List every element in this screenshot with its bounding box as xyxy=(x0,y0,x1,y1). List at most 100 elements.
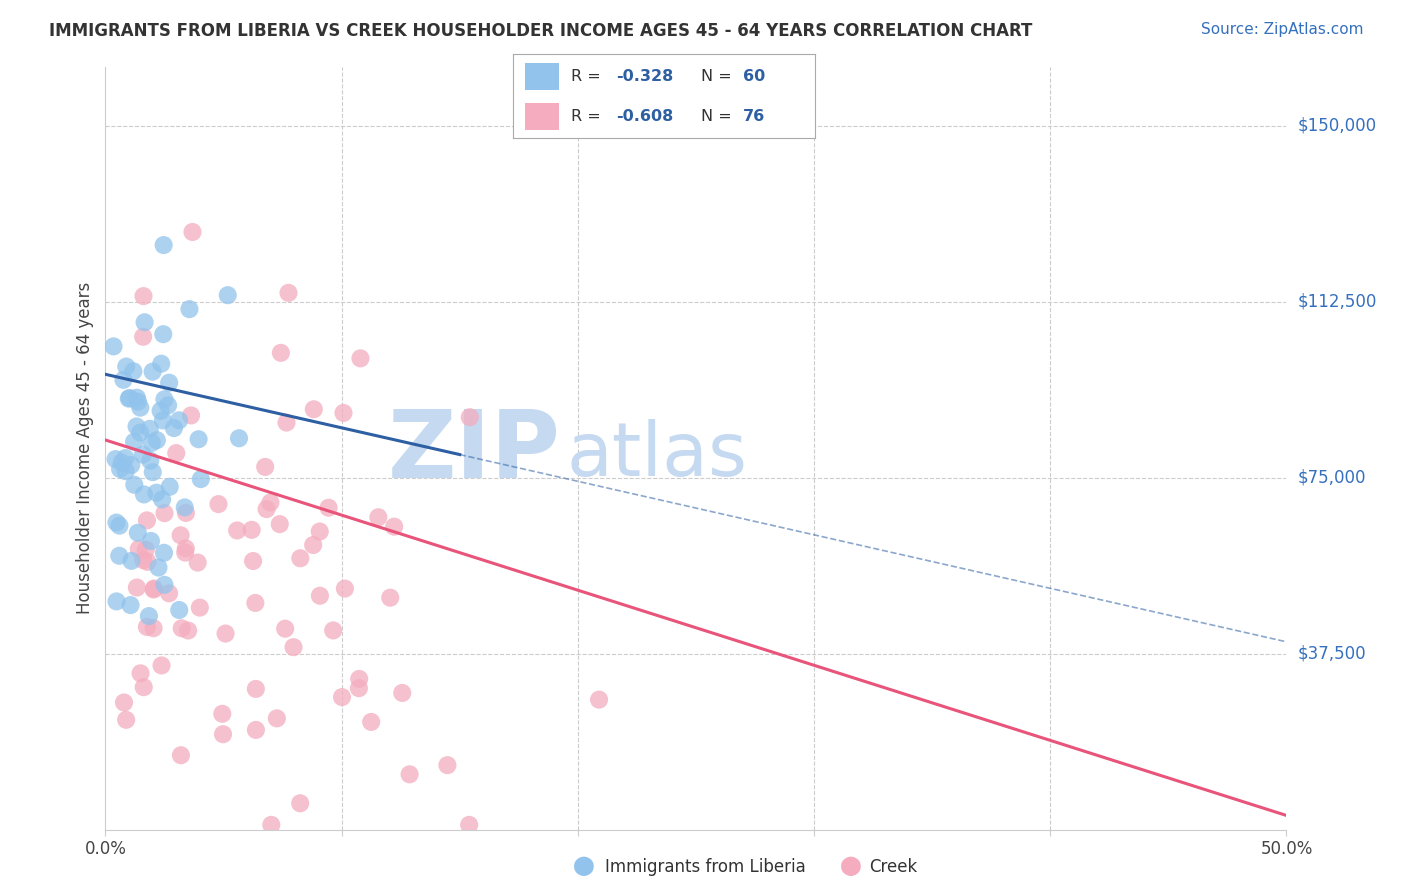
Point xyxy=(141,435,163,450)
Point xyxy=(163,421,186,435)
Point xyxy=(143,582,166,596)
Point xyxy=(174,506,197,520)
Bar xyxy=(526,62,558,90)
Point xyxy=(274,622,297,636)
Point xyxy=(170,748,193,763)
Point xyxy=(150,357,173,371)
Point xyxy=(112,696,135,710)
Point xyxy=(157,586,180,600)
Text: N =: N = xyxy=(700,69,737,84)
Point xyxy=(159,480,181,494)
Point xyxy=(124,477,146,491)
Point xyxy=(188,600,211,615)
Point xyxy=(132,448,155,462)
Point xyxy=(190,472,212,486)
Point xyxy=(136,513,159,527)
Point xyxy=(214,626,236,640)
Point xyxy=(302,402,325,417)
Point xyxy=(148,560,170,574)
Point xyxy=(120,458,142,472)
Text: Source: ZipAtlas.com: Source: ZipAtlas.com xyxy=(1201,22,1364,37)
Point xyxy=(127,525,149,540)
Point xyxy=(217,288,239,302)
Point xyxy=(120,554,142,568)
Text: N =: N = xyxy=(700,109,737,124)
Point xyxy=(322,624,344,638)
Point xyxy=(165,446,187,460)
Point xyxy=(132,289,155,303)
Point xyxy=(129,425,152,440)
Point xyxy=(114,451,136,466)
Point xyxy=(132,330,155,344)
Point xyxy=(167,413,190,427)
Point xyxy=(382,519,405,533)
Text: $75,000: $75,000 xyxy=(1298,468,1367,486)
Point xyxy=(146,433,169,447)
Point xyxy=(309,589,332,603)
Point xyxy=(152,327,174,342)
Point xyxy=(269,517,291,532)
Point xyxy=(150,492,173,507)
Text: $37,500: $37,500 xyxy=(1298,645,1367,663)
Point xyxy=(266,711,288,725)
Point xyxy=(127,394,149,409)
Point xyxy=(152,413,174,427)
Point xyxy=(290,551,312,566)
Point xyxy=(118,391,141,405)
Point xyxy=(174,541,197,556)
Text: 76: 76 xyxy=(742,109,765,124)
Point xyxy=(318,500,340,515)
Point xyxy=(330,690,353,704)
Point xyxy=(180,409,202,423)
Point xyxy=(391,686,413,700)
Point xyxy=(122,364,145,378)
Point xyxy=(150,658,173,673)
Point xyxy=(169,528,191,542)
Text: -0.608: -0.608 xyxy=(616,109,673,124)
Point xyxy=(125,419,148,434)
Point xyxy=(129,401,152,415)
Y-axis label: Householder Income Ages 45 - 64 years: Householder Income Ages 45 - 64 years xyxy=(76,282,94,615)
Text: $150,000: $150,000 xyxy=(1298,117,1376,135)
Point xyxy=(134,315,156,329)
Point xyxy=(103,339,125,353)
Point xyxy=(277,285,299,300)
Point xyxy=(436,758,458,772)
Point xyxy=(245,723,267,737)
Point xyxy=(115,713,138,727)
Point xyxy=(245,596,267,610)
Point xyxy=(240,523,263,537)
Point xyxy=(105,516,128,530)
Point xyxy=(254,459,277,474)
Point xyxy=(139,422,162,436)
Point xyxy=(360,714,382,729)
Point xyxy=(288,797,311,811)
Point xyxy=(398,767,420,781)
Point xyxy=(242,554,264,568)
Point xyxy=(167,603,190,617)
Point xyxy=(283,640,305,655)
Text: ⬤: ⬤ xyxy=(572,856,595,876)
Point xyxy=(111,456,134,470)
Point xyxy=(139,453,162,467)
Point xyxy=(132,553,155,567)
Point xyxy=(105,594,128,608)
Point xyxy=(122,434,145,449)
Point xyxy=(212,727,235,741)
Point xyxy=(142,582,165,597)
Text: IMMIGRANTS FROM LIBERIA VS CREEK HOUSEHOLDER INCOME AGES 45 - 64 YEARS CORRELATI: IMMIGRANTS FROM LIBERIA VS CREEK HOUSEHO… xyxy=(49,22,1032,40)
Point xyxy=(157,398,180,412)
Point xyxy=(112,373,135,387)
Point xyxy=(139,533,162,548)
Point xyxy=(308,524,330,539)
Point xyxy=(259,495,281,509)
Point xyxy=(367,510,389,524)
Point xyxy=(153,546,176,560)
Text: $112,500: $112,500 xyxy=(1298,293,1376,310)
Point xyxy=(211,706,233,721)
Point xyxy=(380,591,402,605)
Point xyxy=(153,506,176,520)
Point xyxy=(153,392,176,407)
Point xyxy=(142,465,165,479)
Point xyxy=(120,598,142,612)
